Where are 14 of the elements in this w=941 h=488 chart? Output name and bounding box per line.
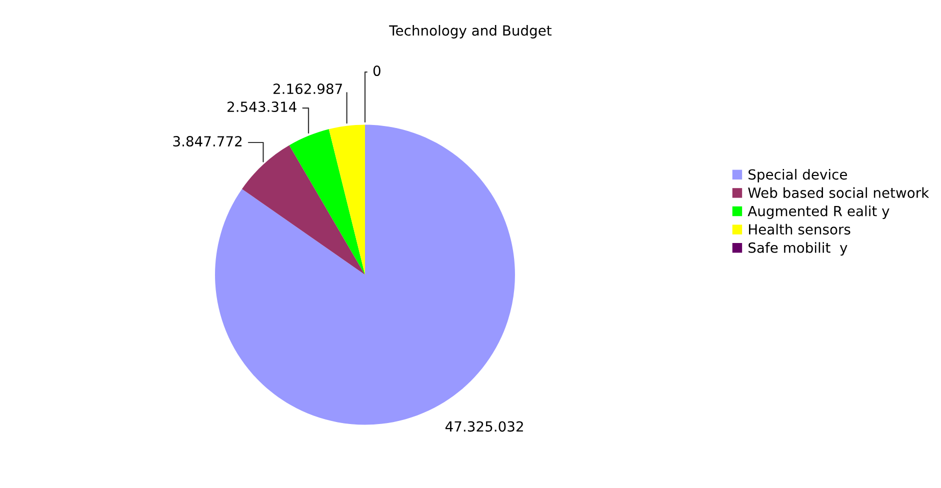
data-label: 2.543.314 [228, 102, 296, 112]
chart-title: Technology and Budget [389, 25, 552, 38]
text: 0 [373, 66, 380, 76]
data-label: 3.847.772 [173, 136, 242, 147]
pie-slice [328, 124, 365, 275]
legend-label: Safe mobilit y [748, 242, 848, 256]
legend-label: Health sensors [749, 224, 850, 235]
pie-slice [289, 129, 365, 275]
legend-label: Special device [748, 168, 847, 182]
legend-label: Web based social network [748, 187, 930, 198]
data-label: 47.325.032 [445, 421, 523, 432]
legend-label: Augmented R ealit y [748, 206, 890, 219]
data-label: 2.162.987 [273, 84, 342, 94]
pie-slice [242, 145, 365, 275]
